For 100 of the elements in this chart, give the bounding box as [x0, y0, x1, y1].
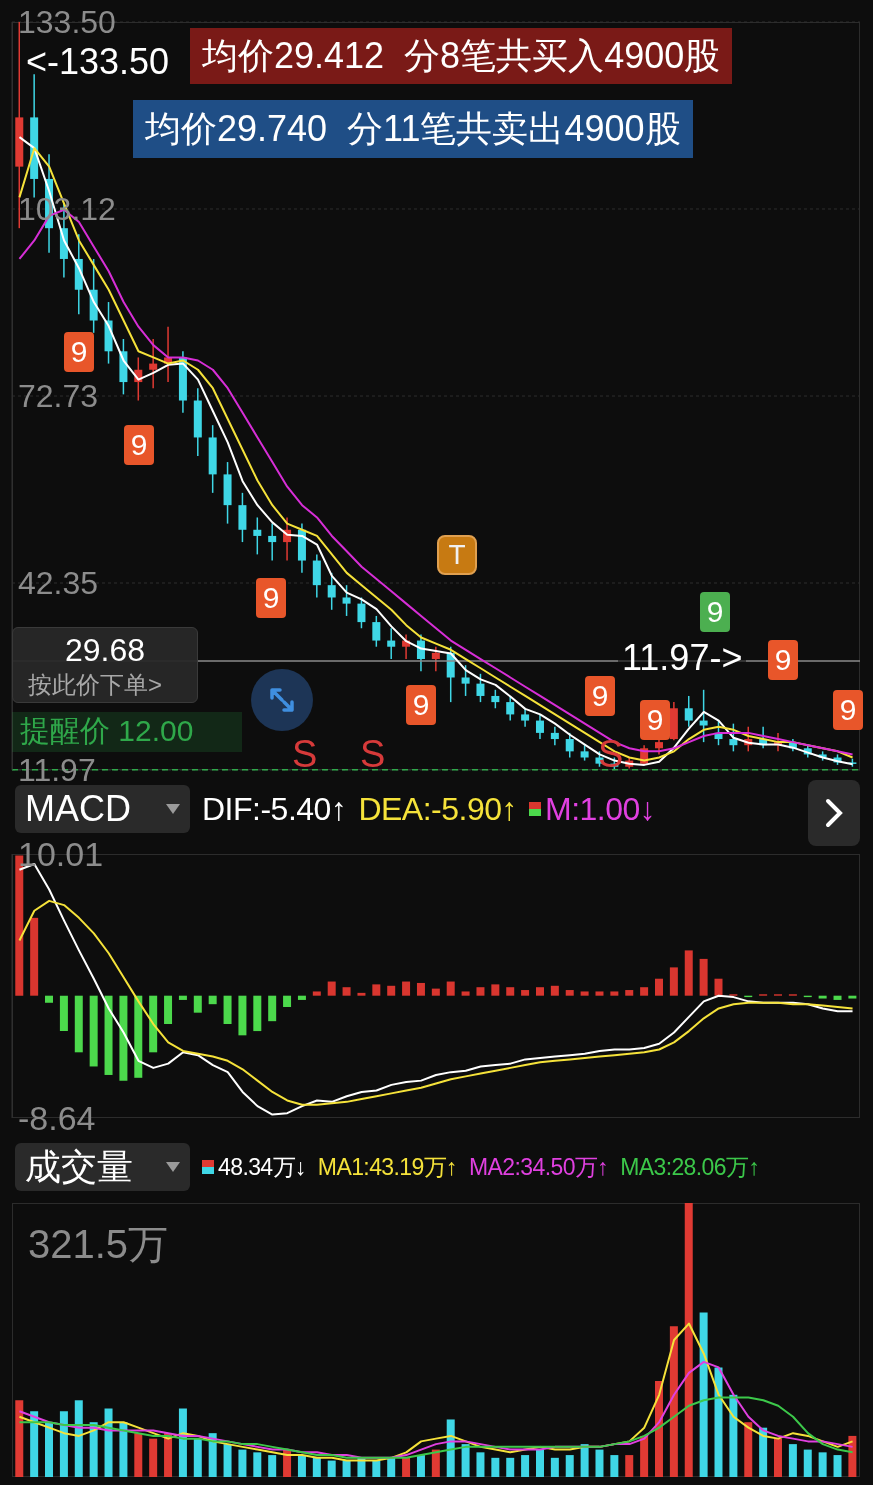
bar: [506, 1457, 515, 1477]
chart-title: 成交量: [25, 1144, 133, 1189]
bar: [491, 984, 500, 996]
bar: [654, 978, 663, 996]
bar: [431, 988, 440, 996]
bar: [342, 1460, 351, 1477]
bar: [208, 995, 217, 1005]
bar: [89, 995, 98, 1067]
bar: [669, 967, 678, 996]
candlestick: [491, 689, 500, 710]
bar: [149, 1438, 158, 1477]
candlestick: [387, 627, 396, 660]
text: MA3:28.06万↑: [620, 1152, 760, 1182]
bar: [416, 1455, 425, 1477]
bar: [625, 990, 634, 996]
bar: [580, 1444, 589, 1477]
bar: [253, 1452, 262, 1477]
candlestick: [476, 673, 485, 703]
bar: [640, 1435, 649, 1477]
annotation: 均价29.740 分11笔共卖出4900股: [133, 100, 693, 158]
bar: [848, 1435, 857, 1477]
bar: [669, 1326, 678, 1477]
bar: [149, 995, 158, 1053]
annotation: <-133.50: [26, 41, 170, 82]
bar: [744, 1422, 753, 1477]
candlestick: [550, 725, 559, 746]
bar: [595, 991, 604, 996]
bar: [640, 987, 649, 996]
candlestick: [729, 722, 738, 753]
annotation: 9: [585, 676, 615, 716]
bar: [684, 1203, 693, 1477]
bar: [521, 1455, 530, 1477]
bar: [327, 981, 336, 996]
bar: [402, 1457, 411, 1477]
bar: [610, 991, 619, 996]
bar: [342, 987, 351, 996]
bar: [268, 1455, 277, 1477]
bar: [446, 981, 455, 996]
bar: [833, 1455, 842, 1477]
bar: [550, 1457, 559, 1477]
annotation: 9: [124, 425, 154, 465]
bar: [119, 995, 128, 1081]
bar: [788, 1444, 797, 1477]
bar: [297, 1455, 306, 1477]
annotation: 321.5万: [28, 1221, 169, 1268]
bar: [327, 1460, 336, 1477]
bar: [297, 995, 306, 1000]
bar: [848, 995, 857, 999]
bar: [402, 981, 411, 996]
candlestick: [461, 664, 470, 697]
bar: [45, 995, 54, 1003]
candlestick: [521, 707, 530, 728]
bar: [625, 1455, 634, 1477]
chart-title: MACD: [25, 788, 131, 830]
bar: [193, 1438, 202, 1477]
y-tick-label: -8.64: [18, 1099, 96, 1137]
bar: [565, 1455, 574, 1477]
bar: [74, 1400, 83, 1477]
bar: [476, 987, 485, 996]
bar: [833, 995, 842, 1000]
bar: [164, 995, 173, 1025]
bar: [431, 1449, 440, 1477]
bar: [759, 1427, 768, 1477]
bar: [372, 1460, 381, 1477]
annotation: 均价29.412 分8笔共买入4900股: [190, 28, 733, 84]
bar: [268, 995, 277, 1022]
bar: [119, 1422, 128, 1477]
candlestick: [535, 713, 544, 740]
y-tick-label: 42.35: [18, 565, 99, 602]
annotation: S: [360, 733, 386, 776]
bar: [610, 1455, 619, 1477]
bar: [803, 1449, 812, 1477]
text: MA2:34.50万↑: [469, 1152, 609, 1182]
bar: [729, 1394, 738, 1477]
bar: [178, 1408, 187, 1477]
annotation: 9: [64, 332, 94, 372]
bar: [238, 1449, 247, 1477]
bar: [550, 985, 559, 996]
annotation: 9: [700, 592, 730, 632]
bar: [283, 995, 292, 1008]
y-tick-label: 72.73: [18, 378, 99, 415]
annotation: 9: [640, 700, 670, 740]
bar: [461, 991, 470, 996]
bar: [372, 984, 381, 996]
bar: [818, 1452, 827, 1477]
candlestick: [268, 522, 277, 562]
bar: [59, 1411, 68, 1477]
bar: [312, 991, 321, 996]
bar: [193, 995, 202, 1013]
bar: [15, 1400, 24, 1477]
bar: [491, 1457, 500, 1477]
bar: [565, 990, 574, 996]
legend-label: 48.34万↓: [217, 1152, 306, 1182]
bar: [238, 995, 247, 1036]
bar: [461, 1444, 470, 1477]
annotation: 9: [256, 578, 286, 618]
ref-line-label: 提醒价 12.00: [12, 711, 242, 752]
bar: [506, 987, 515, 996]
legend-label: M:1.00↓: [544, 790, 656, 828]
annotation: 9: [768, 640, 798, 680]
